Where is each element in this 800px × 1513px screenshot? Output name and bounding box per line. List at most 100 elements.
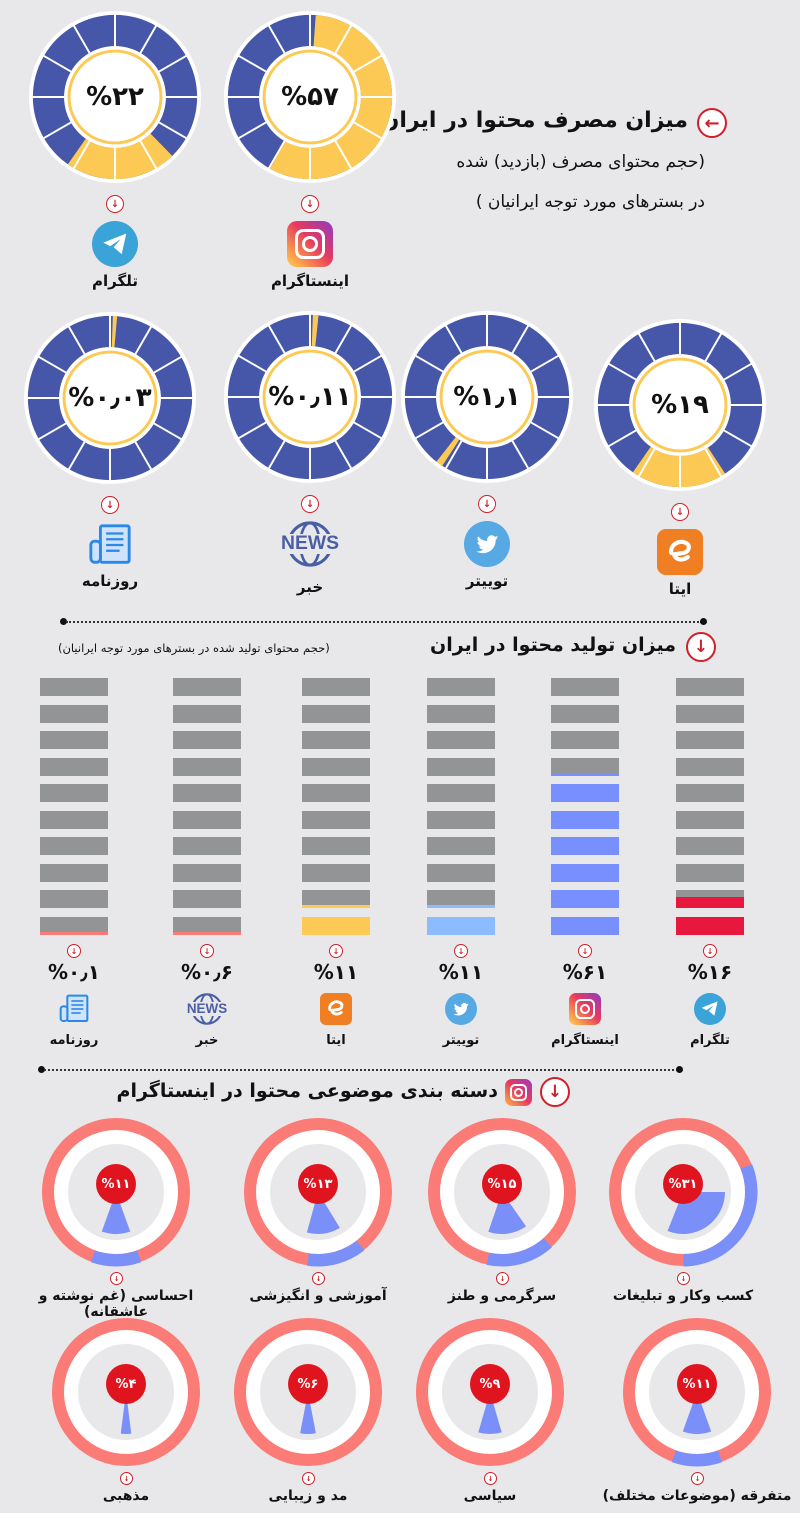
bar-segment bbox=[427, 704, 495, 723]
arrow-down-icon: ↓ bbox=[110, 1272, 123, 1285]
platform-name: تلگرام bbox=[92, 272, 138, 290]
bar-segment bbox=[40, 731, 108, 749]
gauge-value: %۱۹ bbox=[651, 390, 709, 420]
category-name: مد و زیبایی bbox=[268, 1488, 348, 1504]
category-donut: %۱۱ bbox=[41, 1117, 191, 1267]
bar-value: %۰٫۶ bbox=[181, 960, 233, 984]
platform-name: توییتر bbox=[465, 572, 509, 590]
category-donut: %۱۱ bbox=[622, 1317, 772, 1467]
twitter-icon bbox=[464, 521, 510, 567]
bar-segment bbox=[676, 863, 744, 882]
telegram-icon bbox=[92, 221, 138, 267]
platform-name: ایتا bbox=[326, 1033, 346, 1048]
bar-segment bbox=[676, 757, 744, 776]
bar-segment bbox=[551, 784, 619, 802]
bar-segment bbox=[551, 678, 619, 696]
platform-logo bbox=[445, 993, 477, 1025]
bar-segment bbox=[302, 837, 370, 855]
bar-segment bbox=[302, 678, 370, 696]
bar-segment bbox=[676, 810, 744, 829]
gauge-value: %۲۲ bbox=[86, 82, 144, 112]
bar-segment bbox=[427, 863, 495, 882]
category-value-badge: %۱۱ bbox=[677, 1364, 717, 1404]
bar-segment bbox=[40, 863, 108, 882]
bar-segment bbox=[40, 784, 108, 802]
bar-segment bbox=[173, 890, 241, 908]
divider-dot-right bbox=[676, 1066, 683, 1073]
category-value-badge: %۱۵ bbox=[482, 1164, 522, 1204]
production-bar bbox=[40, 678, 108, 938]
bar-segment bbox=[551, 757, 619, 776]
platform-name: روزنامه bbox=[49, 1033, 99, 1048]
twitter-icon bbox=[445, 993, 477, 1025]
bar-segment bbox=[427, 784, 495, 802]
bar-segment-partial bbox=[302, 905, 370, 908]
bar-segment bbox=[427, 837, 495, 855]
bar-segment bbox=[173, 757, 241, 776]
consumption-gauge: %۱٫۱ bbox=[399, 309, 575, 485]
consumption-gauge: %۵۷ bbox=[222, 9, 398, 185]
bar-segment bbox=[40, 837, 108, 855]
category-name: آموزشی و انگیزشی bbox=[249, 1288, 387, 1304]
newspaper-icon bbox=[87, 522, 133, 568]
platform-name: توییتر bbox=[442, 1033, 480, 1048]
bar-value: %۱۱ bbox=[438, 960, 484, 984]
bar-segment bbox=[302, 704, 370, 723]
bar-segment bbox=[551, 704, 619, 723]
category-name: سیاسی bbox=[463, 1488, 517, 1504]
platform-name: تلگرام bbox=[690, 1033, 730, 1048]
bar-segment bbox=[302, 784, 370, 802]
instagram-icon bbox=[287, 221, 333, 267]
bar-segment bbox=[551, 837, 619, 855]
category-name: متفرقه (موضوعات مختلف) bbox=[602, 1488, 792, 1504]
arrow-down-icon: ↓ bbox=[691, 1472, 704, 1485]
bar-value: %۱۱ bbox=[313, 960, 359, 984]
production-bar bbox=[302, 678, 370, 938]
gauge-value: %۵۷ bbox=[281, 82, 339, 112]
consumption-gauge: %۰٫۱۱ bbox=[222, 309, 398, 485]
section3-divider bbox=[44, 1069, 678, 1071]
eitaa-icon bbox=[320, 993, 352, 1025]
production-bar bbox=[676, 678, 744, 938]
bar-value: %۶۱ bbox=[562, 960, 608, 984]
bar-segment bbox=[302, 916, 370, 935]
bar-segment bbox=[676, 731, 744, 749]
bar-segment bbox=[551, 890, 619, 908]
instagram-icon bbox=[505, 1079, 532, 1106]
category-donut: %۴ bbox=[51, 1317, 201, 1467]
platform-name: اینستاگرام bbox=[551, 1033, 619, 1048]
arrow-down-icon: ↓ bbox=[106, 195, 124, 213]
bar-segment bbox=[302, 757, 370, 776]
category-value-badge: %۹ bbox=[470, 1364, 510, 1404]
arrow-down-icon: ↓ bbox=[200, 944, 214, 958]
platform-logo bbox=[694, 993, 726, 1025]
bar-segment-partial bbox=[40, 931, 108, 935]
bar-segment bbox=[40, 810, 108, 829]
section1-subtitle-line1: (حجم محتوای مصرف (بازدید) شده bbox=[456, 152, 705, 172]
arrow-down-icon: ↓ bbox=[671, 503, 689, 521]
platform-name: خبر bbox=[296, 578, 324, 596]
bar-segment bbox=[40, 757, 108, 776]
bar-segment bbox=[40, 678, 108, 696]
gauge-value: %۰٫۰۳ bbox=[68, 383, 152, 413]
category-value-badge: %۱۱ bbox=[96, 1164, 136, 1204]
platform-logo bbox=[92, 221, 138, 267]
bar-segment bbox=[676, 837, 744, 855]
platform-name: اینستاگرام bbox=[270, 272, 350, 290]
bar-segment bbox=[173, 863, 241, 882]
bar-segment bbox=[173, 731, 241, 749]
consumption-gauge: %۲۲ bbox=[27, 9, 203, 185]
category-name: مذهبی bbox=[102, 1488, 150, 1504]
bar-segment bbox=[676, 916, 744, 935]
platform-logo bbox=[464, 521, 510, 567]
bar-segment bbox=[427, 890, 495, 908]
arrow-down-icon: ↓ bbox=[302, 1472, 315, 1485]
bar-segment-partial bbox=[676, 897, 744, 908]
eitaa-icon bbox=[657, 529, 703, 575]
platform-logo bbox=[58, 993, 90, 1025]
consumption-gauge: %۰٫۰۳ bbox=[22, 310, 198, 486]
arrow-down-icon: ↓ bbox=[478, 495, 496, 513]
production-bar bbox=[173, 678, 241, 938]
bar-segment bbox=[676, 784, 744, 802]
arrow-down-icon: ↓ bbox=[540, 1077, 570, 1107]
